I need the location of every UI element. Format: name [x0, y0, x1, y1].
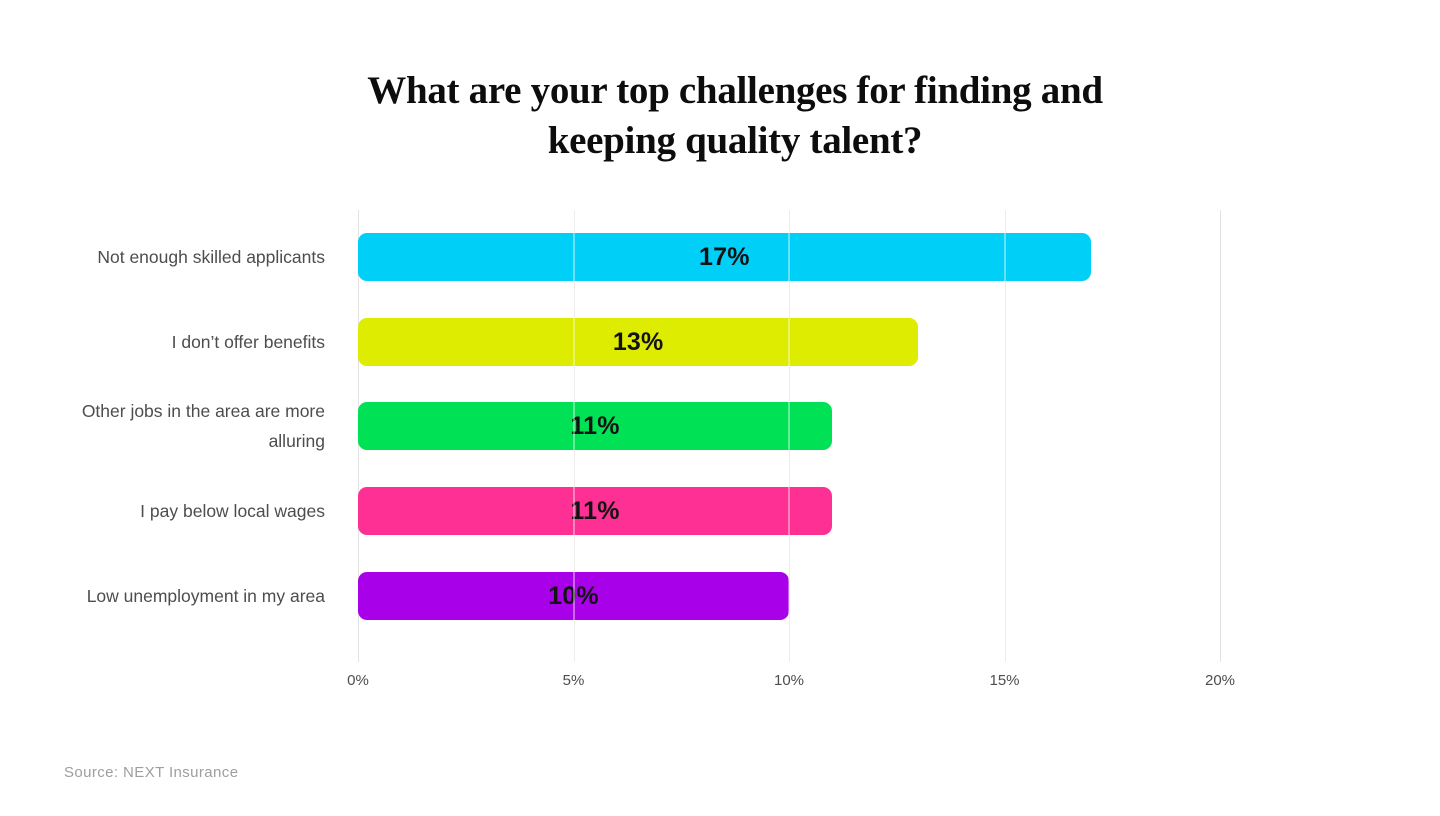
bar-i-pay-below-local-wages: 11%: [358, 487, 833, 535]
bar-value-label: 11%: [570, 411, 620, 440]
category-label: Other jobs in the area are more alluring: [81, 401, 325, 451]
x-axis-tick-label: 20%: [1204, 672, 1236, 689]
source-note: Source: NEXT Insurance: [64, 764, 239, 781]
category-label: Not enough skilled applicants: [97, 247, 325, 267]
category-label: I don’t offer benefits: [171, 332, 325, 352]
bar-other-jobs-more-alluring: 11%: [358, 402, 833, 450]
x-axis-tick-label: 10%: [773, 672, 805, 689]
category-label: Low unemployment in my area: [86, 586, 325, 606]
bar-i-dont-offer-benefits: 13%: [358, 318, 919, 366]
x-axis-tick-label: 5%: [562, 672, 585, 689]
x-axis-tick-label: 0%: [347, 672, 369, 689]
bar-value-label: 13%: [612, 327, 664, 356]
chart-title-line2: keeping quality talent?: [547, 119, 923, 162]
bar-value-label: 17%: [699, 242, 750, 271]
chart-title-line1: What are your top challenges for finding…: [367, 69, 1103, 112]
chart-title: What are your top challenges for finding…: [30, 66, 1440, 166]
bar-value-label: 10%: [548, 581, 599, 610]
bar-low-unemployment-in-my-area: 10%: [358, 572, 789, 620]
bar-not-enough-skilled-applicants: 17%: [358, 233, 1091, 281]
category-label: I pay below local wages: [140, 501, 325, 521]
plot-area: 17% 13% 11% 11% 10%: [358, 210, 1221, 662]
x-axis-tick-label: 15%: [989, 672, 1020, 689]
gridline: [1220, 210, 1221, 662]
gridline: [1004, 210, 1006, 662]
x-axis: 0% 5% 10% 15% 20%: [347, 672, 1235, 696]
bar-value-label: 11%: [570, 496, 620, 525]
